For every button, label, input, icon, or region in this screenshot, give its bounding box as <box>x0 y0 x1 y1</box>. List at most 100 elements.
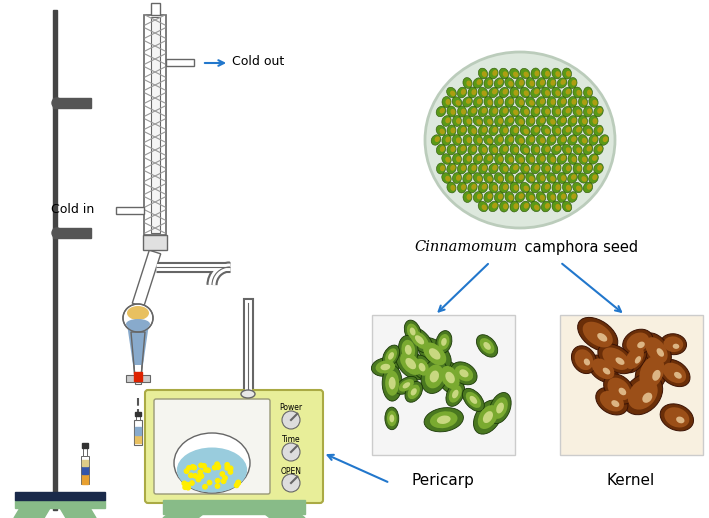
Ellipse shape <box>515 96 525 107</box>
Ellipse shape <box>447 182 456 193</box>
Ellipse shape <box>519 138 524 143</box>
Ellipse shape <box>385 370 399 396</box>
Circle shape <box>203 484 207 489</box>
Ellipse shape <box>405 345 412 355</box>
Circle shape <box>199 474 203 478</box>
Ellipse shape <box>429 348 440 359</box>
Circle shape <box>225 463 230 467</box>
Ellipse shape <box>500 201 508 212</box>
Bar <box>372 315 515 455</box>
Ellipse shape <box>588 355 618 383</box>
Ellipse shape <box>642 393 652 403</box>
Ellipse shape <box>499 88 509 98</box>
Ellipse shape <box>503 108 508 113</box>
Ellipse shape <box>406 358 416 369</box>
Ellipse shape <box>457 125 467 136</box>
Ellipse shape <box>127 306 149 320</box>
Ellipse shape <box>440 366 459 389</box>
Ellipse shape <box>492 147 498 153</box>
Polygon shape <box>131 332 145 378</box>
Ellipse shape <box>676 416 684 423</box>
Circle shape <box>186 484 190 489</box>
Ellipse shape <box>593 106 603 117</box>
Ellipse shape <box>455 100 461 106</box>
Ellipse shape <box>487 155 493 161</box>
Circle shape <box>52 98 62 108</box>
Ellipse shape <box>492 108 498 114</box>
Ellipse shape <box>479 68 488 79</box>
Ellipse shape <box>547 192 556 203</box>
Ellipse shape <box>660 334 686 355</box>
Circle shape <box>184 469 189 473</box>
Ellipse shape <box>445 157 450 163</box>
Ellipse shape <box>450 165 455 171</box>
Circle shape <box>216 479 220 483</box>
Ellipse shape <box>468 125 477 136</box>
Ellipse shape <box>568 78 577 89</box>
Polygon shape <box>265 514 305 518</box>
Ellipse shape <box>540 98 545 105</box>
Ellipse shape <box>445 137 450 142</box>
Ellipse shape <box>520 163 530 174</box>
Ellipse shape <box>466 98 471 104</box>
Ellipse shape <box>584 182 593 193</box>
Ellipse shape <box>552 125 561 136</box>
Ellipse shape <box>510 87 519 98</box>
Ellipse shape <box>481 91 487 96</box>
Circle shape <box>213 465 217 470</box>
Ellipse shape <box>436 144 446 155</box>
Ellipse shape <box>474 192 483 203</box>
Ellipse shape <box>552 163 561 174</box>
Ellipse shape <box>623 329 653 356</box>
Ellipse shape <box>437 361 464 394</box>
Ellipse shape <box>487 138 492 143</box>
Ellipse shape <box>471 108 476 113</box>
Ellipse shape <box>450 91 455 96</box>
Ellipse shape <box>560 79 566 85</box>
Ellipse shape <box>513 127 518 133</box>
Ellipse shape <box>541 182 551 193</box>
Circle shape <box>183 485 187 490</box>
Ellipse shape <box>177 448 247 493</box>
Ellipse shape <box>476 335 498 357</box>
Ellipse shape <box>126 319 150 329</box>
Ellipse shape <box>557 172 566 183</box>
Bar <box>82 474 88 484</box>
Ellipse shape <box>376 361 395 373</box>
Ellipse shape <box>492 203 498 209</box>
Ellipse shape <box>478 405 498 429</box>
Ellipse shape <box>566 205 571 210</box>
Ellipse shape <box>518 193 524 199</box>
Ellipse shape <box>508 81 513 87</box>
Ellipse shape <box>520 68 530 79</box>
Ellipse shape <box>635 356 641 364</box>
Ellipse shape <box>463 135 472 146</box>
Ellipse shape <box>547 154 556 164</box>
Ellipse shape <box>537 78 546 89</box>
Ellipse shape <box>503 89 508 94</box>
Ellipse shape <box>571 99 576 105</box>
Bar <box>81 456 89 484</box>
Ellipse shape <box>531 68 540 79</box>
Ellipse shape <box>531 106 540 117</box>
Ellipse shape <box>535 70 540 76</box>
Ellipse shape <box>584 106 593 117</box>
Ellipse shape <box>573 87 582 98</box>
Ellipse shape <box>466 392 481 408</box>
Circle shape <box>235 483 239 487</box>
Circle shape <box>190 481 194 485</box>
Ellipse shape <box>603 136 608 142</box>
Ellipse shape <box>531 125 540 136</box>
Ellipse shape <box>499 144 508 155</box>
Ellipse shape <box>372 358 399 377</box>
Ellipse shape <box>576 166 581 171</box>
Ellipse shape <box>587 184 592 190</box>
Ellipse shape <box>592 99 598 106</box>
Ellipse shape <box>489 144 498 155</box>
Ellipse shape <box>534 127 540 133</box>
Ellipse shape <box>492 397 508 419</box>
Ellipse shape <box>571 174 576 180</box>
Ellipse shape <box>518 157 524 163</box>
Ellipse shape <box>515 116 525 126</box>
Ellipse shape <box>583 125 593 136</box>
